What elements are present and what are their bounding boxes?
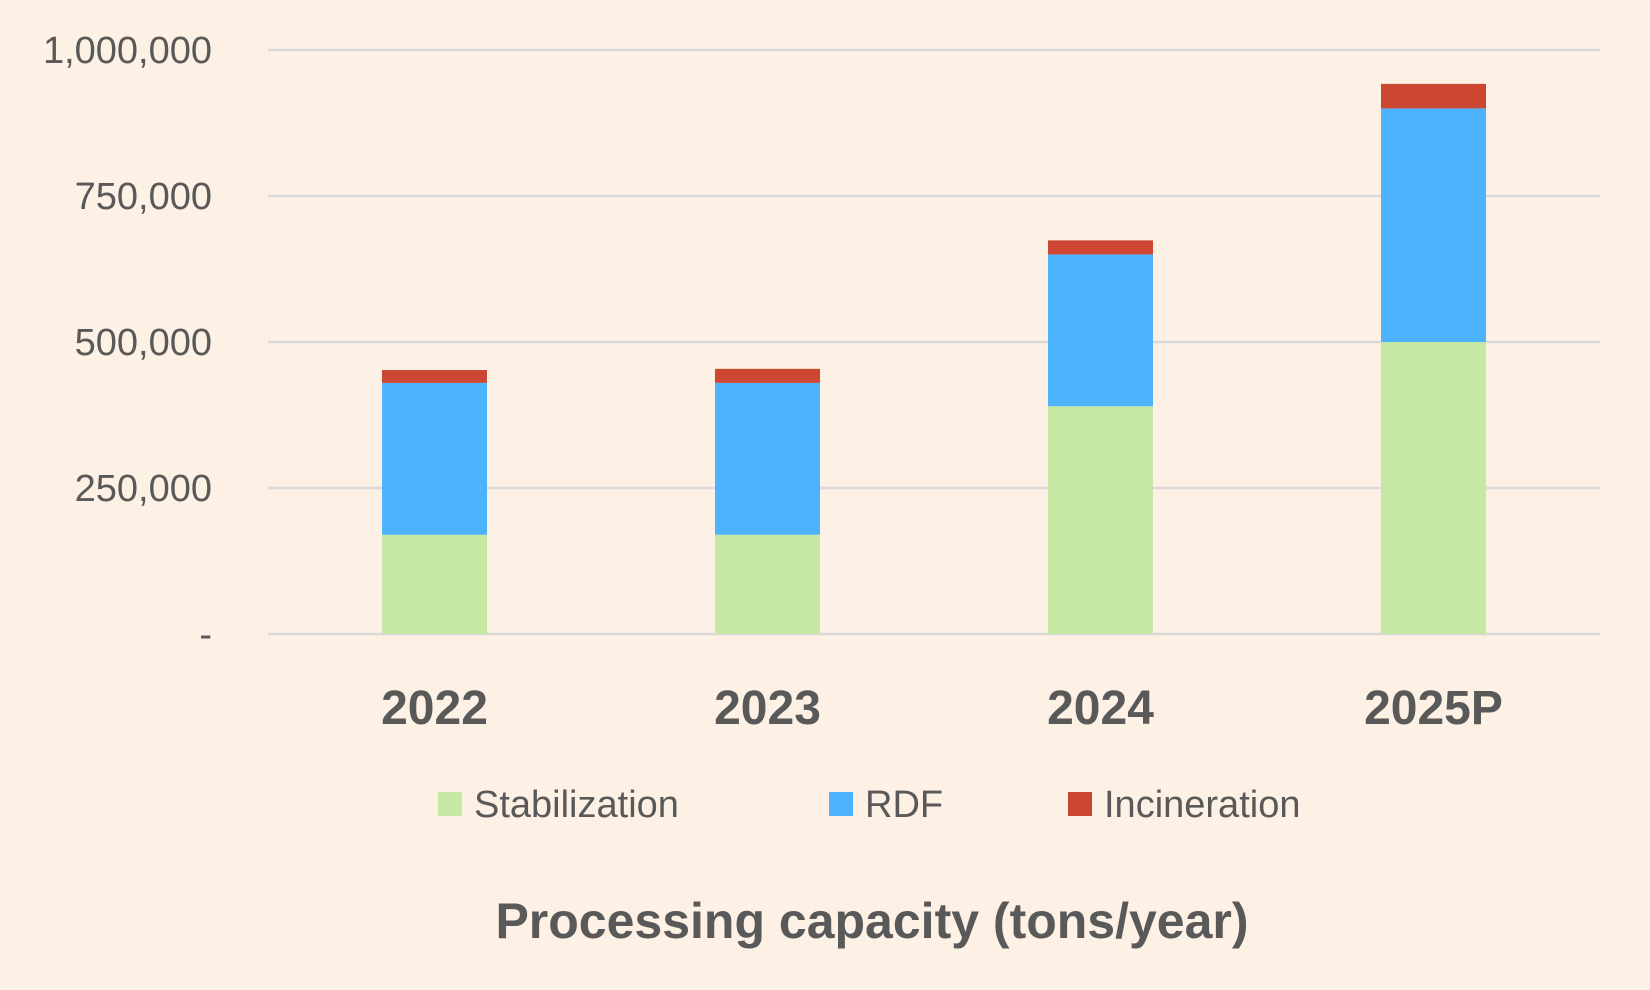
bar-segment-stabilization xyxy=(715,534,820,634)
bar-segment-rdf xyxy=(715,382,820,535)
y-tick-label: 500,000 xyxy=(75,322,212,364)
legend: Stabilization RDF Incineration xyxy=(438,784,1300,826)
bar-segment-stabilization xyxy=(1048,406,1153,634)
y-axis: - 250,000 500,000 750,000 1,000,000 xyxy=(43,30,212,656)
bar-segment-stabilization xyxy=(1381,342,1486,634)
bar-segment-incineration xyxy=(1048,240,1153,255)
x-axis: 2022 2023 2024 2025P xyxy=(381,682,1503,735)
gridlines xyxy=(268,48,1600,636)
legend-swatch-incineration xyxy=(1068,792,1092,816)
bar-segment-incineration xyxy=(1381,83,1486,109)
x-tick-label: 2025P xyxy=(1364,682,1503,735)
x-tick-label: 2023 xyxy=(714,682,821,735)
y-tick-label: 750,000 xyxy=(75,176,212,218)
bar-segment-rdf xyxy=(1381,108,1486,343)
legend-label-stabilization: Stabilization xyxy=(474,784,679,826)
bar-segment-rdf xyxy=(1048,254,1153,407)
bar-segment-stabilization xyxy=(382,534,487,634)
legend-swatch-rdf xyxy=(829,792,853,816)
bar-segment-incineration xyxy=(715,368,820,383)
legend-label-incineration: Incineration xyxy=(1104,784,1300,826)
y-tick-label: - xyxy=(199,614,212,656)
x-tick-label: 2024 xyxy=(1047,682,1154,735)
y-tick-label: 1,000,000 xyxy=(43,30,212,72)
bar-segment-rdf xyxy=(382,382,487,535)
bars xyxy=(382,83,1486,634)
chart-title: Processing capacity (tons/year) xyxy=(495,893,1248,949)
legend-label-rdf: RDF xyxy=(865,784,943,826)
x-tick-label: 2022 xyxy=(381,682,488,735)
bar-segment-incineration xyxy=(382,370,487,383)
y-tick-label: 250,000 xyxy=(75,468,212,510)
legend-swatch-stabilization xyxy=(438,792,462,816)
